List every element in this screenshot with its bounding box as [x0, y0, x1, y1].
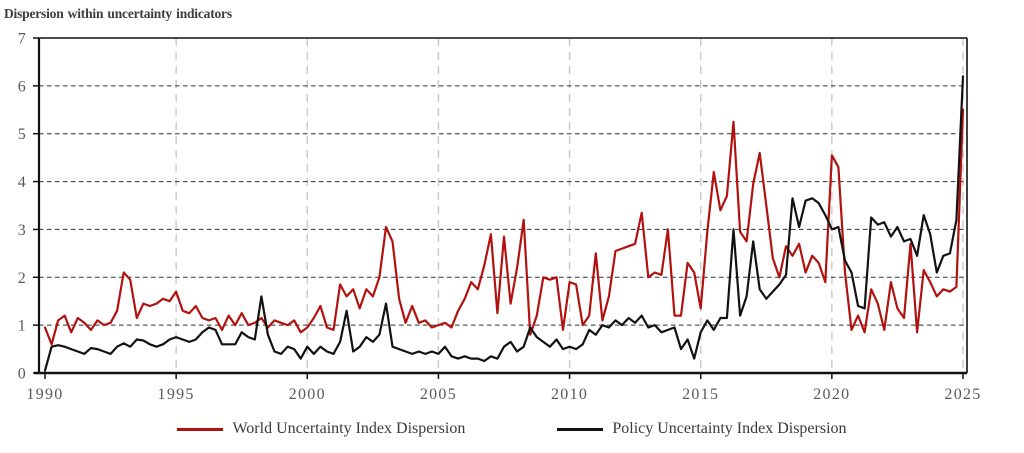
policy-series-line — [43, 75, 965, 372]
legend-item-policy: Policy Uncertainty Index Dispersion — [557, 420, 847, 438]
x-tick-label: 1990 — [26, 386, 63, 403]
y-tick-label: 6 — [18, 78, 27, 95]
x-tick-label: 2020 — [813, 386, 850, 403]
y-tick-label: 7 — [18, 31, 27, 48]
y-tick-label: 3 — [18, 222, 27, 239]
x-tick-label: 2010 — [551, 386, 588, 403]
x-tick-label: 1995 — [158, 386, 195, 403]
legend-item-world: World Uncertainty Index Dispersion — [177, 420, 465, 438]
y-tick-label: 1 — [18, 318, 27, 335]
chart-title: Dispersion within uncertainty indicators — [4, 6, 232, 21]
world-series-line — [43, 108, 965, 346]
x-tick-label: 2005 — [420, 386, 457, 403]
x-tick-label: 2000 — [289, 386, 326, 403]
legend-label-world: World Uncertainty Index Dispersion — [232, 420, 466, 437]
y-tick-label: 5 — [18, 126, 27, 143]
legend-label-policy: Policy Uncertainty Index Dispersion — [612, 420, 847, 437]
y-tick-label: 4 — [18, 174, 27, 191]
world-line-swatch-icon — [177, 427, 224, 431]
chart-legend: World Uncertainty Index Dispersion Polic… — [0, 420, 1024, 438]
y-tick-label: 0 — [18, 366, 27, 383]
y-tick-label: 2 — [18, 270, 27, 287]
policy-line-swatch-icon — [557, 427, 604, 431]
x-tick-label: 2025 — [944, 386, 981, 403]
x-tick-label: 2015 — [682, 386, 719, 403]
